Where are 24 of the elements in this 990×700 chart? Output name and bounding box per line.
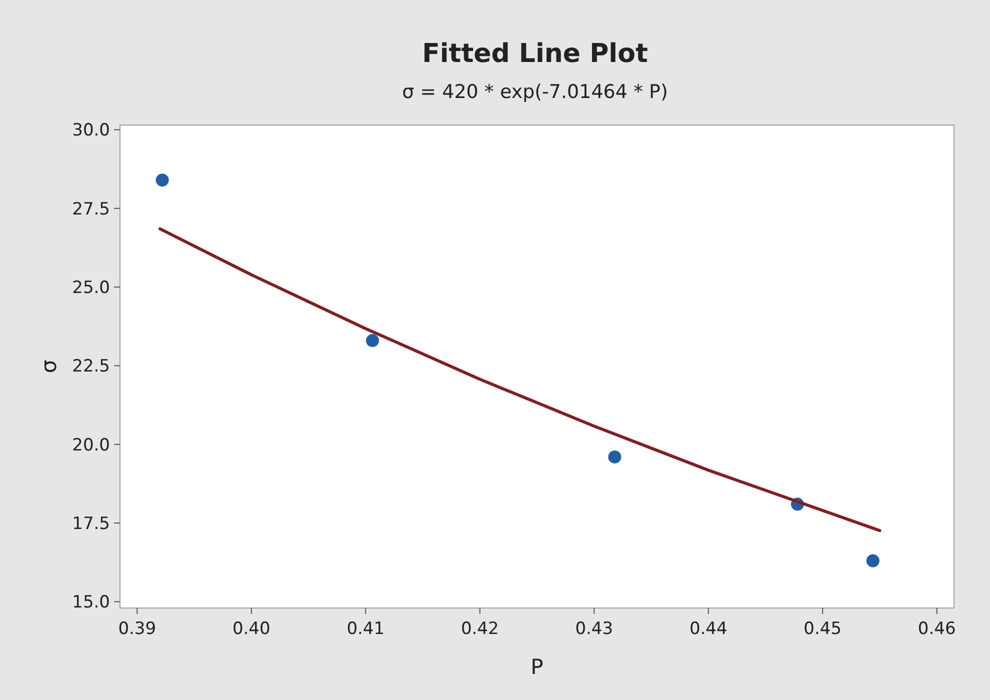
point	[366, 334, 379, 348]
x-tick-label: 0.41	[346, 619, 385, 639]
line-series	[158, 227, 882, 532]
y-tick-label: 30.0	[72, 120, 110, 141]
chart-title: Fitted Line Plot	[422, 39, 648, 69]
y-tick-label: 22.5	[72, 356, 110, 377]
y-tick-label: 25.0	[72, 278, 110, 298]
point	[608, 450, 622, 464]
x-tick-label: 0.46	[918, 619, 956, 639]
x-tick-label: 0.40	[232, 619, 270, 639]
chart-subtitle: σ = 420 * exp(-7.01464 * P)	[402, 81, 668, 103]
point	[866, 554, 880, 568]
x-tick-label: 0.43	[575, 619, 614, 639]
x-tick-label: 0.45	[804, 619, 842, 639]
x-tick-label: 0.44	[689, 619, 728, 639]
point	[156, 174, 169, 187]
x-tick-label: 0.42	[460, 619, 499, 639]
y-axis-title: σ	[37, 360, 61, 374]
y-tick-label: 20.0	[72, 435, 110, 456]
y-tick-label: 27.5	[72, 199, 110, 220]
x-axis-title: P	[530, 655, 544, 679]
x-tick-label: 0.39	[118, 619, 156, 639]
y-tick-label: 17.5	[72, 514, 110, 534]
y-tick-label: 15.0	[72, 592, 110, 613]
